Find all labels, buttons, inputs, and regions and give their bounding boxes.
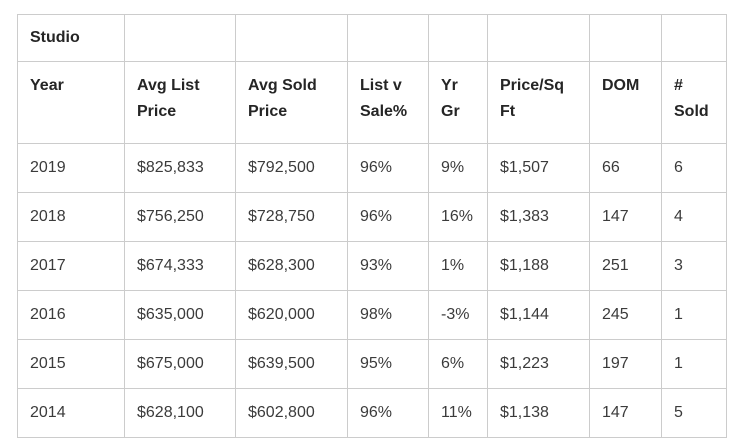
cell-dom: 147	[589, 192, 662, 242]
cell-yr-gr: 11%	[428, 388, 488, 438]
cell-avg-sold-price: $792,500	[235, 143, 348, 193]
cell-dom: 251	[589, 241, 662, 291]
cell-price-sq-ft: $1,144	[487, 290, 590, 340]
cell-avg-sold-price: $639,500	[235, 339, 348, 389]
table-row-2017: 2017 $674,333 $628,300 93% 1% $1,188 251…	[17, 241, 727, 291]
cell-yr-gr: -3%	[428, 290, 488, 340]
group-row-spacer-cell	[661, 14, 727, 62]
cell-yr-gr: 16%	[428, 192, 488, 242]
cell-dom: 197	[589, 339, 662, 389]
group-row-spacer-cell	[487, 14, 590, 62]
column-header-num-sold: # Sold	[661, 61, 727, 144]
cell-list-v-sale: 96%	[347, 143, 429, 193]
column-header-price-sq-ft: Price/Sq Ft	[487, 61, 590, 144]
cell-list-v-sale: 96%	[347, 388, 429, 438]
cell-avg-sold-price: $728,750	[235, 192, 348, 242]
cell-avg-list-price: $674,333	[124, 241, 236, 291]
cell-dom: 245	[589, 290, 662, 340]
cell-num-sold: 6	[661, 143, 727, 193]
cell-year: 2019	[17, 143, 125, 193]
cell-dom: 66	[589, 143, 662, 193]
cell-year: 2015	[17, 339, 125, 389]
column-header-list-v-sale: List v Sale%	[347, 61, 429, 144]
table-row-2018: 2018 $756,250 $728,750 96% 16% $1,383 14…	[17, 192, 727, 242]
column-header-avg-sold-price: Avg Sold Price	[235, 61, 348, 144]
cell-avg-sold-price: $602,800	[235, 388, 348, 438]
cell-year: 2017	[17, 241, 125, 291]
cell-yr-gr: 1%	[428, 241, 488, 291]
column-header-yr-gr: Yr Gr	[428, 61, 488, 144]
cell-list-v-sale: 96%	[347, 192, 429, 242]
group-label: Studio	[17, 14, 125, 62]
group-row-spacer-cell	[589, 14, 662, 62]
table-row-2019: 2019 $825,833 $792,500 96% 9% $1,507 66 …	[17, 143, 727, 193]
cell-dom: 147	[589, 388, 662, 438]
group-row-spacer-cell	[235, 14, 348, 62]
cell-year: 2018	[17, 192, 125, 242]
header-row: Year Avg List Price Avg Sold Price List …	[17, 61, 727, 144]
cell-avg-list-price: $628,100	[124, 388, 236, 438]
cell-price-sq-ft: $1,383	[487, 192, 590, 242]
studio-stats-table: Studio Year Avg List Price Avg Sold Pric…	[17, 14, 727, 438]
cell-num-sold: 1	[661, 290, 727, 340]
cell-price-sq-ft: $1,507	[487, 143, 590, 193]
cell-list-v-sale: 93%	[347, 241, 429, 291]
group-row-spacer-cell	[428, 14, 488, 62]
cell-num-sold: 1	[661, 339, 727, 389]
cell-price-sq-ft: $1,138	[487, 388, 590, 438]
cell-list-v-sale: 95%	[347, 339, 429, 389]
cell-avg-sold-price: $628,300	[235, 241, 348, 291]
group-row-spacer-cell	[124, 14, 236, 62]
cell-avg-list-price: $825,833	[124, 143, 236, 193]
cell-avg-list-price: $756,250	[124, 192, 236, 242]
cell-price-sq-ft: $1,188	[487, 241, 590, 291]
group-row-spacer-cell	[347, 14, 429, 62]
cell-list-v-sale: 98%	[347, 290, 429, 340]
group-row: Studio	[17, 14, 727, 62]
cell-avg-sold-price: $620,000	[235, 290, 348, 340]
table-row-2014: 2014 $628,100 $602,800 96% 11% $1,138 14…	[17, 388, 727, 438]
cell-year: 2014	[17, 388, 125, 438]
cell-num-sold: 3	[661, 241, 727, 291]
column-header-avg-list-price: Avg List Price	[124, 61, 236, 144]
cell-yr-gr: 9%	[428, 143, 488, 193]
cell-yr-gr: 6%	[428, 339, 488, 389]
cell-avg-list-price: $635,000	[124, 290, 236, 340]
column-header-year: Year	[17, 61, 125, 144]
column-header-dom: DOM	[589, 61, 662, 144]
cell-avg-list-price: $675,000	[124, 339, 236, 389]
cell-price-sq-ft: $1,223	[487, 339, 590, 389]
cell-num-sold: 4	[661, 192, 727, 242]
table-row-2015: 2015 $675,000 $639,500 95% 6% $1,223 197…	[17, 339, 727, 389]
cell-num-sold: 5	[661, 388, 727, 438]
table-row-2016: 2016 $635,000 $620,000 98% -3% $1,144 24…	[17, 290, 727, 340]
cell-year: 2016	[17, 290, 125, 340]
